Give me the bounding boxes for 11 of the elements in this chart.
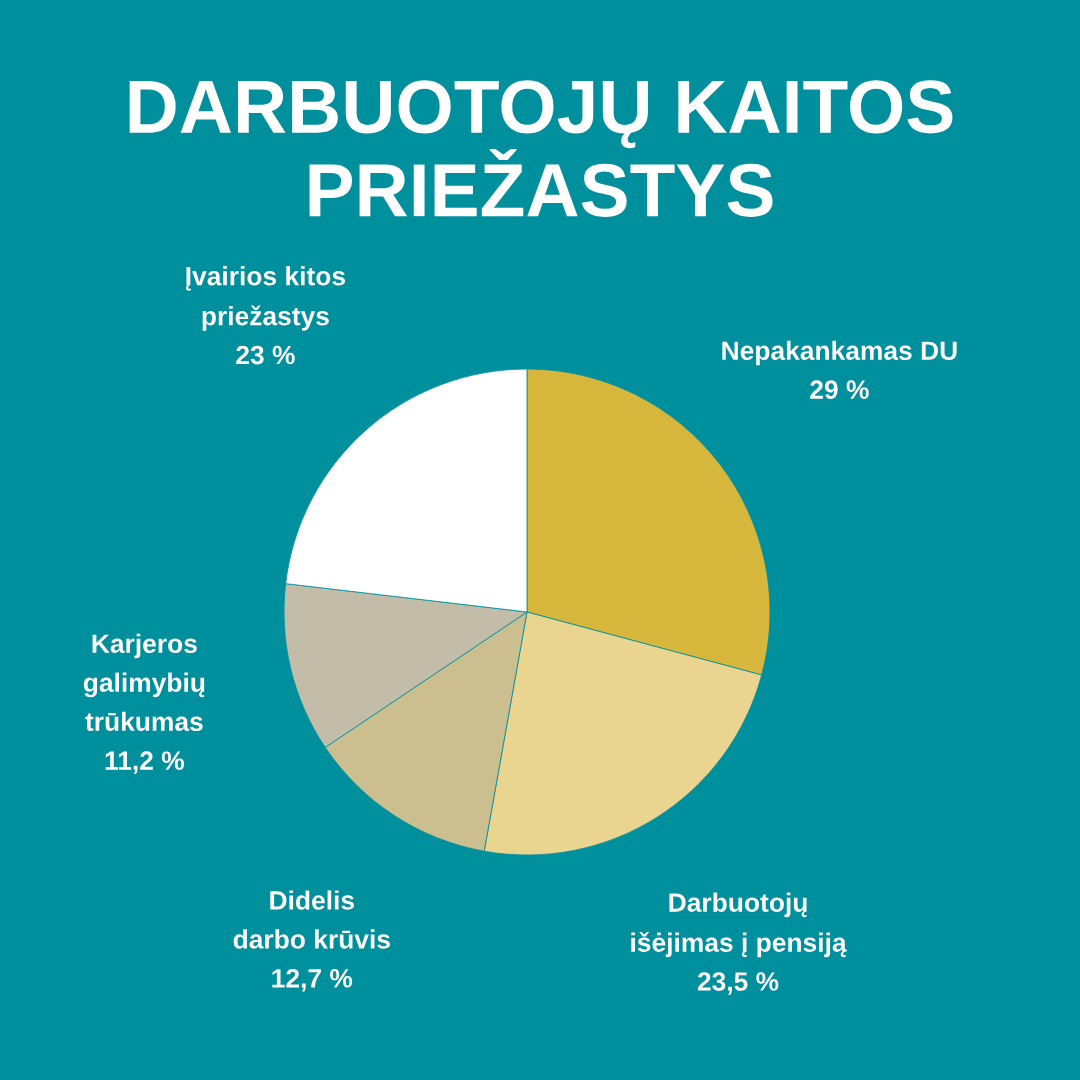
slice-label: Darbuotojų išėjimas į pensiją — [631, 892, 847, 958]
data-label: 12,7 % — [272, 968, 353, 992]
slice-label: Didelis darbo krūvis — [233, 890, 390, 949]
slice-label: Nepakankamas DU — [722, 340, 957, 366]
data-label: 29 % — [810, 380, 869, 399]
chart-title: DARBUOTOJŲ KAITOS PRIEŽASTYS — [129, 80, 953, 217]
slice-label: Karjeros galimybių trūkumas — [83, 633, 205, 732]
data-label: 23 % — [236, 345, 295, 365]
data-label: 11,2 % — [105, 751, 185, 774]
data-label: 23,5 % — [697, 972, 779, 995]
slice-label: Įvairios kitos priežastys — [185, 266, 345, 331]
